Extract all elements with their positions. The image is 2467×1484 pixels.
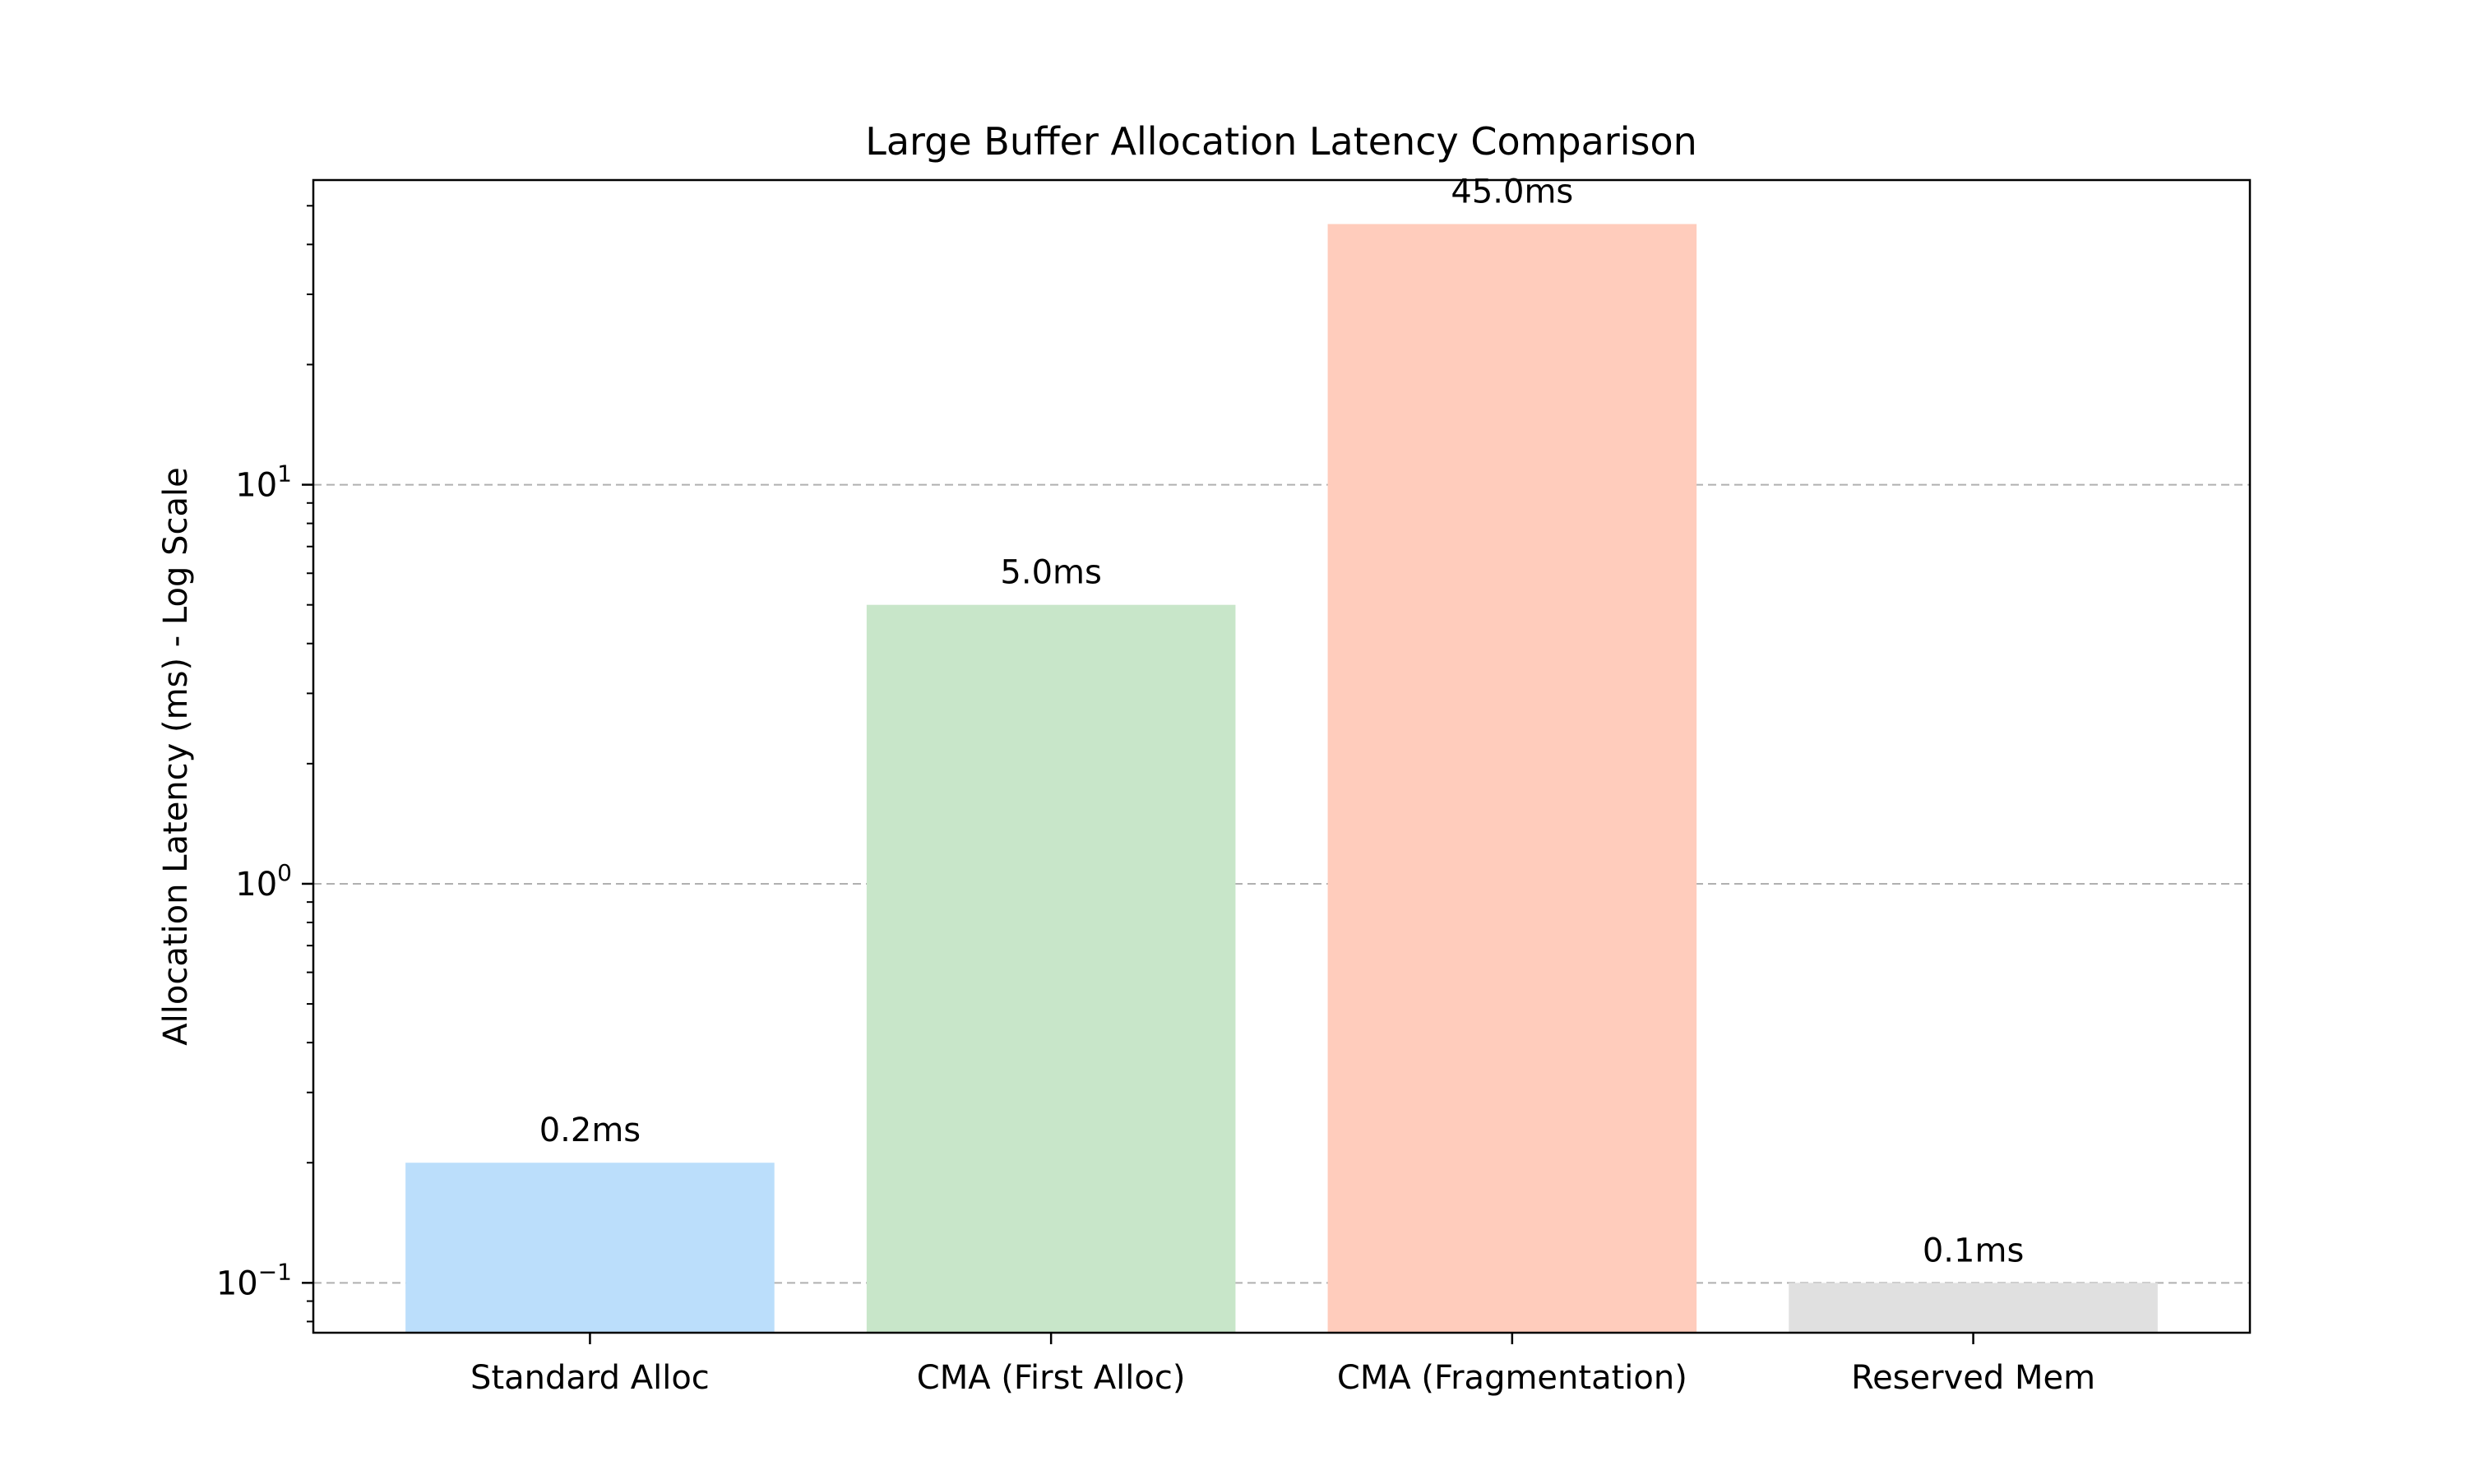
data-label: 0.2ms	[539, 1112, 641, 1149]
x-tick-label: CMA (Fragmentation)	[1337, 1359, 1687, 1397]
plot-frame	[312, 178, 2252, 1334]
x-tick-label: Reserved Mem	[1851, 1359, 2095, 1397]
bar-2	[866, 604, 1236, 1333]
bar-1	[405, 1163, 775, 1333]
bar-layer	[405, 224, 2158, 1334]
y-tick-label: 101	[235, 460, 292, 505]
chart-title: Large Buffer Allocation Latency Comparis…	[865, 119, 1697, 164]
x-tick-label: CMA (First Alloc)	[917, 1359, 1186, 1397]
data-label: 45.0ms	[1451, 173, 1573, 210]
y-axis-label: Allocation Latency (ms) - Log Scale	[157, 467, 195, 1045]
data-label: 5.0ms	[1000, 554, 1101, 592]
label-layer: 10−1 100 101 0.2ms Standard Alloc 5.0ms CMA (F…	[216, 173, 2095, 1397]
bar-3	[1327, 224, 1697, 1334]
data-label: 0.1ms	[1923, 1232, 2024, 1269]
bar-4	[1789, 1283, 2158, 1333]
y-tick-label: 10−1	[216, 1258, 292, 1302]
tick-layer	[302, 205, 1974, 1344]
y-tick-label: 100	[235, 859, 292, 904]
x-tick-label: Standard Alloc	[470, 1359, 710, 1397]
